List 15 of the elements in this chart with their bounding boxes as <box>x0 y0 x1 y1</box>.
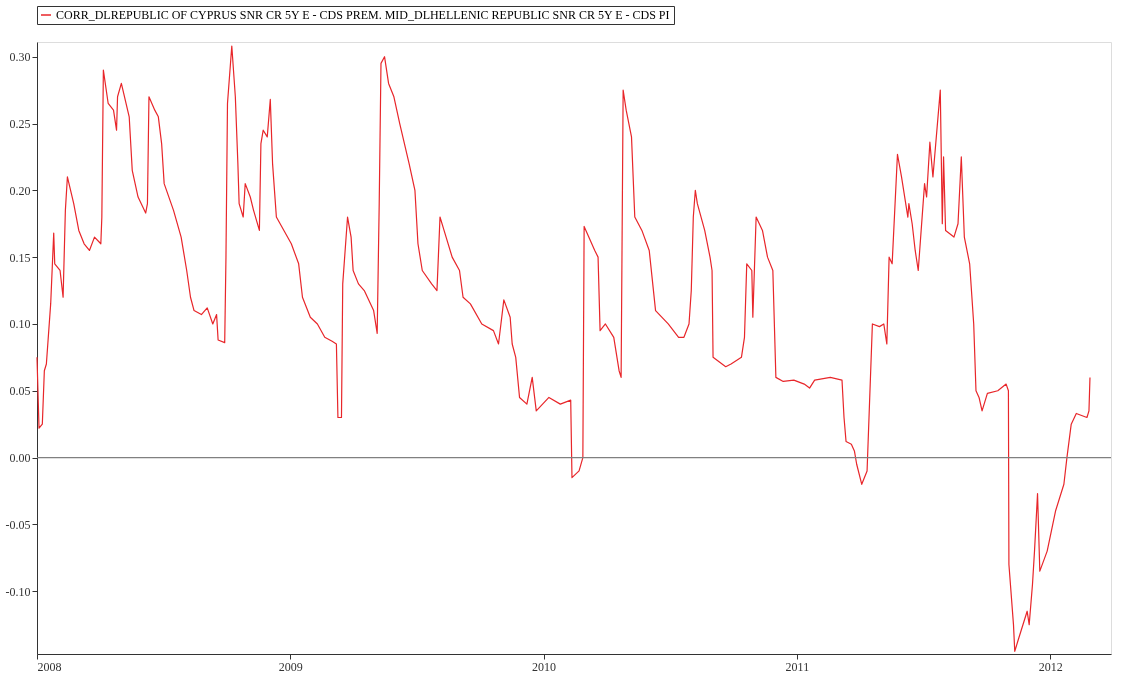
legend-label: CORR_DLREPUBLIC OF CYPRUS SNR CR 5Y E - CDS PREM. MID_DLHELLENIC REPUBLIC SNR CR 5Y E - CDS PI <box>56 8 670 22</box>
y-tick-label: 0.25 <box>9 117 31 132</box>
x-tick-label: 2011 <box>785 659 810 674</box>
y-tick-label: 0.15 <box>9 250 31 265</box>
x-tick-label: 2012 <box>1038 659 1063 674</box>
y-tick-label: -0.10 <box>5 584 31 599</box>
y-tick-label: 0.05 <box>9 384 31 399</box>
y-tick-label: 0.00 <box>9 451 31 466</box>
y-tick-label: 0.30 <box>9 50 31 65</box>
y-tick-label: 0.10 <box>9 317 31 332</box>
x-tick-label: 2008 <box>37 659 62 674</box>
y-tick-label: 0.20 <box>9 183 31 198</box>
y-tick-label: -0.05 <box>5 517 31 532</box>
x-tick-label: 2010 <box>532 659 557 674</box>
x-tick-label: 2009 <box>278 659 303 674</box>
